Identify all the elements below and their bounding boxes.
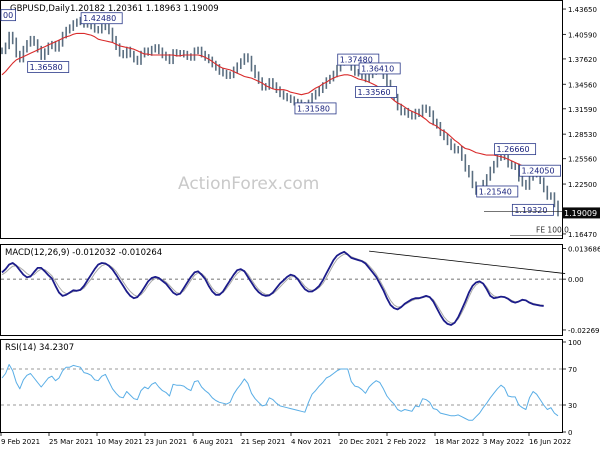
level-label: 1.36410	[361, 64, 394, 73]
price-y-tick-label: 1.22500	[568, 181, 597, 189]
level-label: 1.26660	[497, 145, 530, 154]
x-tick-label: 4 Nov 2021	[291, 438, 331, 446]
macd-panel-frame	[1, 245, 563, 336]
rsi-y-tick-label: 0	[568, 429, 572, 437]
level-label: 1.36580	[30, 63, 63, 72]
price-y-tick-label: 1.31590	[568, 106, 597, 114]
macd-y-tick-label: -0.022698	[568, 327, 600, 335]
x-tick-label: 25 Mar 2021	[49, 438, 93, 446]
price-panel: GBPUSD,Daily 1.20182 1.20361 1.18963 1.1…	[1, 1, 600, 239]
macd-y-tick-label: 0.00	[568, 276, 584, 284]
rsi-panel-frame	[1, 340, 563, 433]
last-price-label: 1.19009	[564, 209, 597, 218]
price-title: GBPUSD,Daily	[10, 4, 70, 14]
fe-label: FE 100.0	[536, 226, 569, 235]
x-tick-label: 20 Dec 2021	[339, 438, 384, 446]
level-label: 00	[3, 11, 13, 20]
rsi-title: RSI(14) 34.2307	[5, 343, 74, 353]
level-label: 1.21540	[479, 187, 512, 196]
macd-y-tick-label: 0.013686	[568, 245, 600, 253]
price-y-tick-label: 1.25560	[568, 156, 597, 164]
x-tick-label: 3 May 2022	[483, 438, 524, 446]
price-y-tick-label: 1.16470	[568, 231, 597, 239]
level-label: 1.33560	[358, 88, 391, 97]
macd-title: MACD(12,26,9) -0.012032 -0.010264	[5, 248, 162, 258]
price-y-tick-label: 1.34560	[568, 81, 597, 89]
rsi-y-tick-label: 30	[568, 402, 577, 410]
level-label: 1.42480	[83, 14, 116, 23]
rsi-panel: RSI(14) 34.2307 100 70 30 0	[1, 339, 582, 437]
macd-y-axis: 0.013686 0.00 -0.022698	[562, 245, 600, 334]
rsi-y-tick-label: 70	[568, 366, 577, 374]
x-tick-label: 16 Jun 2022	[529, 438, 571, 446]
x-tick-label: 2 Feb 2022	[387, 438, 426, 446]
price-y-tick-label: 1.28530	[568, 131, 597, 139]
x-tick-label: 6 Aug 2021	[193, 438, 233, 446]
level-label: 1.24050	[521, 167, 554, 176]
rsi-y-axis: 100 70 30 0	[562, 339, 581, 437]
price-y-tick-label: 1.37620	[568, 56, 597, 64]
price-panel-frame	[1, 1, 563, 239]
x-tick-label: 10 May 2021	[97, 438, 143, 446]
watermark: ActionForex.com	[178, 174, 319, 194]
macd-panel: MACD(12,26,9) -0.012032 -0.010264 0.0136…	[1, 245, 600, 336]
rsi-y-tick-label: 100	[568, 339, 581, 347]
x-tick-label: 21 Sep 2021	[241, 438, 285, 446]
level-label: 1.19320	[514, 206, 547, 215]
level-label: 1.31580	[297, 104, 330, 113]
x-tick-label: 23 Jun 2021	[145, 438, 187, 446]
price-y-tick-label: 1.43650	[568, 6, 597, 14]
price-y-axis: 1.43650 1.40590 1.37620 1.34560 1.31590 1.285…	[562, 6, 597, 239]
x-tick-label: 18 Mar 2022	[435, 438, 479, 446]
x-tick-label: 9 Feb 2021	[1, 438, 40, 446]
price-y-tick-label: 1.40590	[568, 31, 597, 39]
